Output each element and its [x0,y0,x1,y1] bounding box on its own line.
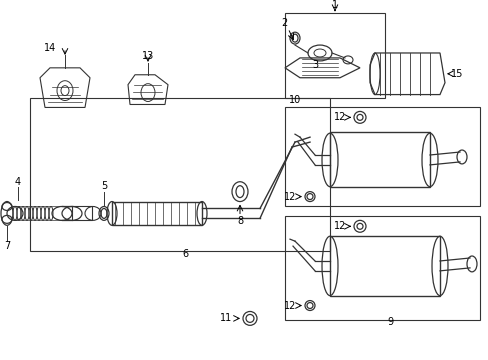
Text: 15: 15 [450,69,462,79]
Text: 8: 8 [237,216,243,226]
Text: 10: 10 [288,95,301,104]
Text: 12: 12 [333,221,346,231]
Bar [285,216,479,320]
Text: 4: 4 [15,177,21,187]
Bar [285,13,384,98]
Text: 2: 2 [280,18,286,28]
Bar [285,107,479,207]
Text: 9: 9 [386,318,392,327]
Text: 12: 12 [333,112,346,122]
Text: 5: 5 [101,181,107,191]
Bar [72,207,92,220]
Bar [329,236,439,296]
Text: 3: 3 [311,60,317,70]
Text: 11: 11 [219,314,231,323]
Text: 6: 6 [182,249,188,259]
Text: 1: 1 [331,0,337,10]
Text: 13: 13 [142,51,154,61]
Bar [30,98,329,251]
Text: 12: 12 [283,192,295,202]
Bar [329,132,429,187]
Bar [112,202,202,225]
Text: 7: 7 [4,241,10,251]
Text: 14: 14 [44,43,56,53]
Text: 12: 12 [283,301,295,311]
